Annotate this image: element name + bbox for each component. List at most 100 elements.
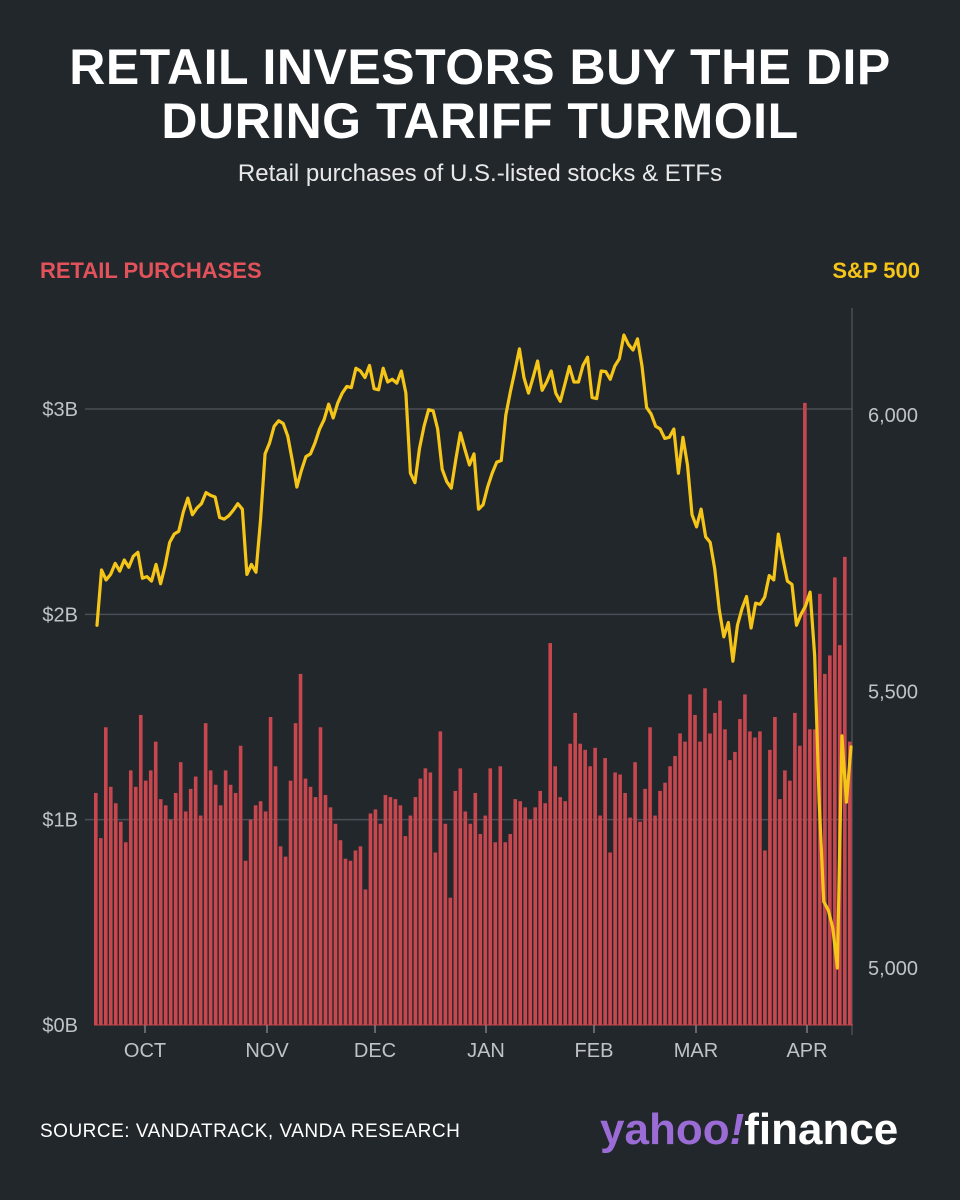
bar [358, 846, 363, 1025]
bar [623, 792, 627, 1025]
bar [803, 402, 807, 1026]
bar [533, 807, 538, 1025]
bar [833, 577, 837, 1025]
bar [213, 784, 218, 1025]
bar [363, 889, 368, 1025]
bar [238, 745, 243, 1025]
bar [698, 741, 702, 1025]
bar [573, 712, 577, 1025]
bar [323, 795, 328, 1025]
bar [583, 749, 587, 1025]
bar [808, 729, 812, 1025]
bar [538, 790, 543, 1025]
bar [748, 731, 752, 1025]
bar [403, 836, 408, 1025]
bar [578, 743, 582, 1025]
bar [548, 643, 552, 1025]
bar [828, 655, 832, 1025]
bar [628, 817, 632, 1025]
bar [128, 770, 133, 1025]
bar [233, 792, 238, 1025]
bar [618, 774, 622, 1025]
bar [163, 805, 168, 1025]
bar [553, 766, 557, 1025]
bar [438, 731, 443, 1025]
bar [798, 745, 802, 1025]
right-axis-label: S&P 500 [832, 258, 920, 283]
bar [283, 856, 288, 1025]
bar [483, 815, 488, 1025]
title-line-1: RETAIL INVESTORS BUY THE DIP [69, 39, 891, 95]
bar [193, 776, 198, 1025]
bar [793, 712, 797, 1025]
bar [638, 821, 642, 1025]
bar [523, 807, 528, 1025]
x-tick-label: NOV [245, 1040, 289, 1062]
bar [328, 807, 333, 1025]
bar [488, 768, 493, 1025]
bar [253, 805, 258, 1025]
bar [848, 741, 852, 1025]
bar [443, 823, 448, 1025]
bar [673, 756, 677, 1025]
bar [293, 723, 298, 1025]
x-axis: OCT NOV DEC JAN FEB MAR APR [124, 1025, 828, 1062]
bar [133, 786, 138, 1025]
bar [353, 850, 358, 1025]
bar [173, 792, 178, 1025]
bar [773, 717, 777, 1025]
bar [223, 770, 228, 1025]
bar [423, 768, 428, 1025]
bar [453, 790, 458, 1025]
chart-title: RETAIL INVESTORS BUY THE DIP DURING TARI… [0, 40, 960, 148]
bar [653, 815, 657, 1025]
bar [503, 842, 508, 1025]
bar [703, 688, 707, 1025]
bar [118, 821, 123, 1025]
bar [608, 852, 612, 1025]
left-tick-label: $0B [42, 1015, 78, 1037]
bar [463, 811, 468, 1025]
x-tick-label: OCT [124, 1040, 166, 1062]
bar [123, 842, 128, 1025]
sp500-line [95, 333, 853, 970]
bar [678, 733, 682, 1025]
bar [333, 823, 338, 1025]
bar [758, 731, 762, 1025]
left-tick-label: $1B [42, 810, 78, 832]
bar [823, 673, 827, 1025]
bar [278, 846, 283, 1025]
bar [768, 749, 772, 1025]
bar [413, 797, 418, 1025]
bar [308, 786, 313, 1025]
bar [513, 799, 518, 1025]
bar [94, 792, 98, 1025]
bar [558, 797, 562, 1025]
bar [568, 743, 572, 1025]
right-axis: 5,000 5,500 6,000 [868, 405, 918, 980]
bar [688, 694, 692, 1025]
bar [588, 766, 592, 1025]
bar [408, 815, 413, 1025]
bar [728, 760, 732, 1025]
bar [543, 803, 548, 1025]
bar [733, 751, 737, 1025]
bar [273, 766, 278, 1025]
bar [158, 799, 163, 1025]
bar [813, 729, 817, 1025]
bar [348, 860, 353, 1025]
bar [658, 790, 662, 1025]
bar [743, 694, 747, 1025]
bar [718, 700, 722, 1025]
sp500-line-group [95, 333, 853, 970]
x-tick-label: APR [786, 1040, 827, 1062]
bar [303, 778, 308, 1025]
bar [98, 838, 103, 1025]
left-axis-label: RETAIL PURCHASES [40, 258, 262, 283]
bar [783, 770, 787, 1025]
bar [518, 801, 523, 1025]
bar [373, 809, 378, 1025]
bar [388, 797, 393, 1025]
bar [473, 792, 478, 1025]
bar [593, 747, 597, 1025]
